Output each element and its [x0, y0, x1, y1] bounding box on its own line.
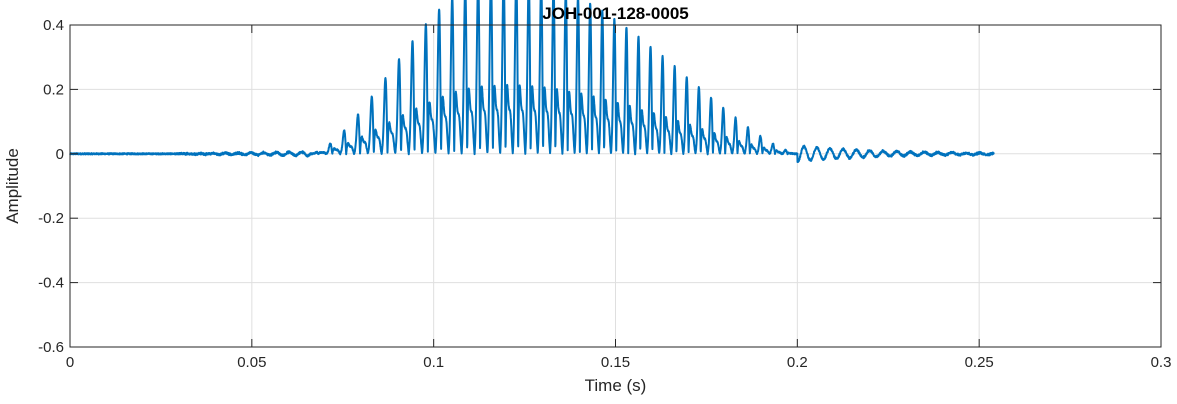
chart-title: JOH-001-128-0005 — [542, 4, 688, 23]
x-tick-label: 0.2 — [787, 354, 808, 371]
axis-ticks: 0 0.05 0.1 0.15 0.2 0.25 0.3 -0.6 -0.4 -0.2 0 0.2 0.… — [38, 17, 1171, 371]
y-tick-label: 0.4 — [43, 17, 64, 34]
waveform-series-line — [69, 0, 995, 164]
x-tick-label: 0.3 — [1151, 354, 1172, 371]
x-tick-label: 0.1 — [423, 354, 444, 371]
x-tick-label: 0.25 — [965, 354, 994, 371]
y-tick-label: 0.2 — [43, 81, 64, 98]
y-tick-label: -0.2 — [38, 210, 64, 227]
x-tick-label: 0.15 — [601, 354, 630, 371]
y-tick-label: -0.6 — [38, 339, 64, 356]
y-axis-label: Amplitude — [3, 148, 22, 224]
x-tick-label: 0.05 — [237, 354, 266, 371]
y-tick-label: 0 — [56, 146, 64, 163]
series-layer — [69, 0, 995, 164]
y-tick-label: -0.4 — [38, 275, 64, 292]
x-tick-label: 0 — [66, 354, 74, 371]
x-axis-label: Time (s) — [585, 376, 647, 395]
